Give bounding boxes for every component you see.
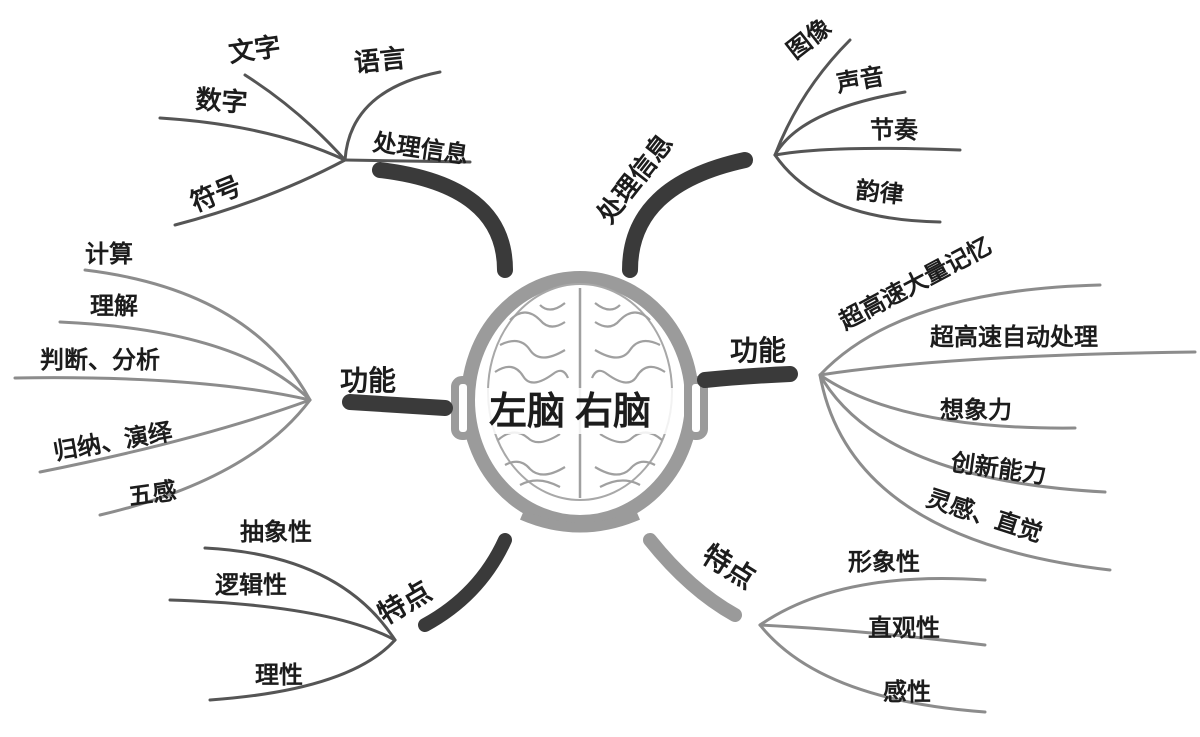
left-function-item: 归纳、演绎 (51, 417, 175, 466)
right-traits-item: 形象性 (848, 548, 920, 576)
right-traits-stem (643, 533, 742, 622)
right-processing-item: 图像 (781, 12, 837, 64)
left-function-item: 判断、分析 (40, 346, 160, 374)
right-function-item: 超高速自动处理 (930, 323, 1098, 351)
left-function-item: 五感 (127, 477, 178, 511)
left-processing-branch: 处理信息 文字 语言 数字 符号 (158, 31, 513, 278)
left-traits-item: 抽象性 (240, 518, 312, 546)
left-traits-item: 逻辑性 (215, 571, 287, 599)
neck (520, 510, 640, 533)
left-function-label: 功能 (340, 364, 396, 397)
right-processing-stem (622, 152, 753, 278)
right-traits-label: 特点 (696, 538, 761, 596)
right-function-branch: 功能 超高速大量记忆 超高速自动处理 想象力 创新能力 灵感、直觉 (697, 232, 1197, 572)
center-label-left: 左脑 (489, 389, 565, 433)
right-ear (684, 376, 708, 440)
right-function-item: 超高速大量记忆 (835, 232, 996, 336)
right-traits-item: 感性 (883, 678, 931, 706)
left-processing-item: 数字 (195, 84, 249, 119)
right-processing-item: 韵律 (854, 176, 905, 209)
left-function-stem (342, 394, 453, 416)
right-processing-branch: 处理信息 图像 声音 节奏 韵律 (590, 12, 962, 278)
left-traits-branch: 特点 抽象性 逻辑性 理性 (168, 518, 512, 702)
center-label-backdrop (482, 388, 678, 434)
right-function-item: 想象力 (940, 396, 1012, 424)
right-traits-item: 直观性 (868, 614, 940, 642)
right-processing-item: 声音 (833, 62, 886, 98)
right-function-label: 功能 (730, 334, 786, 367)
right-function-item: 灵感、直觉 (923, 484, 1046, 548)
left-processing-stem (372, 162, 513, 278)
center-label-right: 右脑 (575, 389, 651, 433)
left-processing-item: 符号 (186, 170, 246, 218)
left-traits-item: 理性 (255, 661, 303, 689)
left-function-item: 理解 (90, 292, 138, 320)
head-illustration: 左脑 右脑 (451, 271, 708, 533)
right-function-item: 创新能力 (948, 448, 1048, 489)
left-function-item: 计算 (85, 240, 133, 268)
left-traits-stem (418, 533, 512, 632)
left-function-branch: 功能 计算 理解 判断、分析 归纳、演绎 五感 (13, 240, 453, 517)
left-ear (451, 376, 475, 440)
left-processing-item: 文字 (227, 31, 283, 69)
right-processing-item: 节奏 (870, 116, 919, 144)
right-function-stem (697, 366, 798, 388)
right-traits-branch: 特点 形象性 直观性 感性 (643, 533, 987, 714)
left-processing-item: 语言 (353, 44, 408, 79)
right-processing-label: 处理信息 (590, 128, 679, 230)
